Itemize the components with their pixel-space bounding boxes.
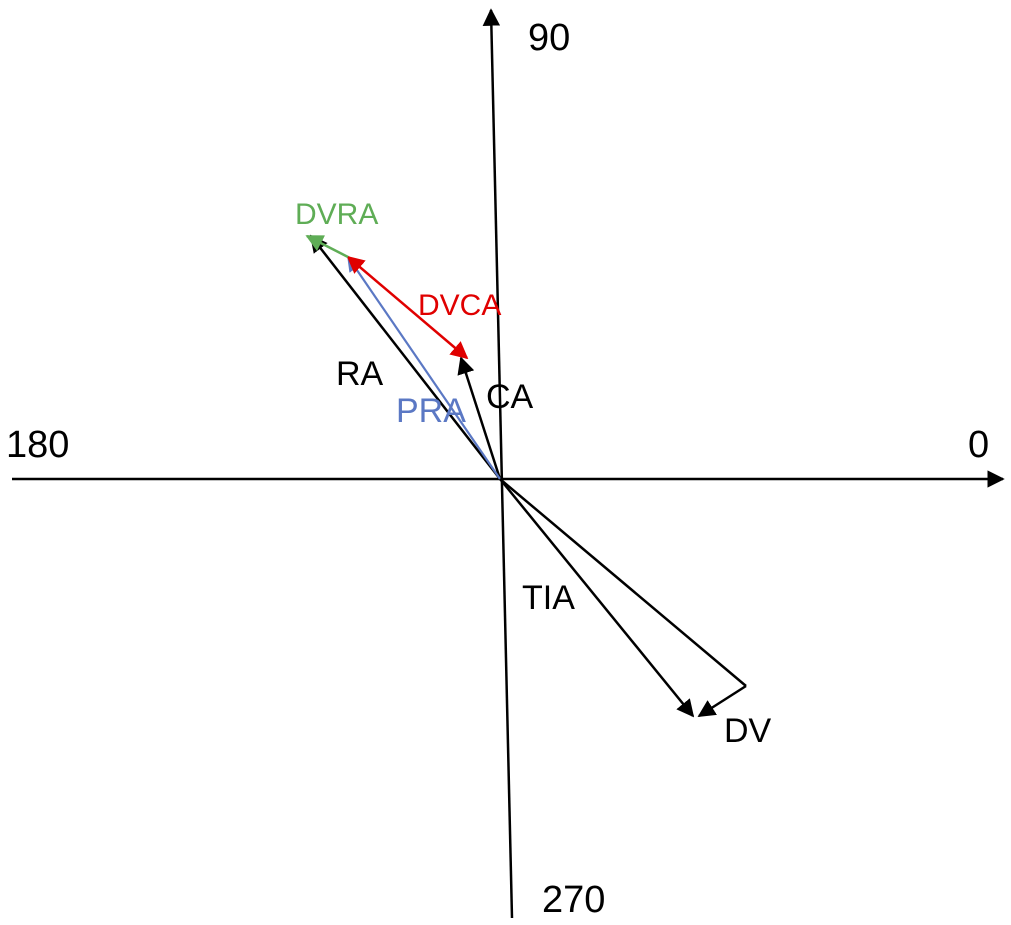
dvca-vector-arrow xyxy=(346,255,469,360)
pra-label: PRA xyxy=(396,392,466,430)
dvra-vector-arrow xyxy=(305,234,349,259)
axis-label-180: 180 xyxy=(6,424,69,466)
ca-vector-arrow xyxy=(457,356,502,480)
dvca-label: DVCA xyxy=(418,289,501,322)
dv-label: DV xyxy=(724,712,772,750)
axis-label-0: 0 xyxy=(968,424,989,466)
tia-vector-arrow xyxy=(499,478,695,718)
dvra-label: DVRA xyxy=(295,198,378,231)
ca-label: CA xyxy=(486,378,534,416)
tia-second-vector-arrow xyxy=(499,478,747,687)
vertical-axis xyxy=(482,8,514,919)
tia-label: TIA xyxy=(522,579,575,617)
ra-label: RA xyxy=(336,355,384,393)
axis-label-270: 270 xyxy=(542,879,605,920)
dv-vector-arrow xyxy=(697,684,747,718)
axis-label-90: 90 xyxy=(528,17,570,59)
